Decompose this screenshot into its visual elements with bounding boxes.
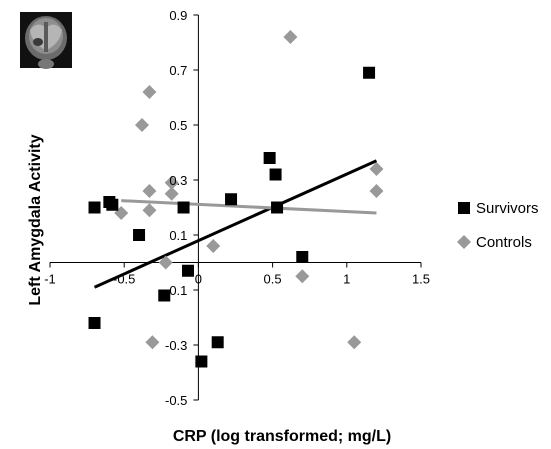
y-axis-title: Left Amygdala Activity [27, 134, 44, 305]
survivors-point [106, 198, 119, 211]
controls-point [158, 255, 173, 270]
controls-point [283, 30, 298, 44]
survivors-point [88, 317, 101, 329]
trend-lines [93, 159, 378, 289]
controls-point [369, 162, 384, 176]
survivors-point [177, 201, 190, 214]
controls-point [142, 203, 157, 218]
y-tick-label: 0.9 [169, 8, 187, 23]
y-tick-label: 0.3 [169, 173, 187, 188]
controls-point [347, 335, 362, 350]
survivors-point [263, 152, 276, 164]
survivors-point [296, 251, 309, 263]
survivors-point [225, 193, 238, 206]
controls-point [142, 85, 157, 99]
x-tick-label: 0 [195, 272, 202, 287]
y-tick-label: 0.5 [169, 118, 187, 133]
x-axis-title: CRP (log transformed; mg/L) [173, 428, 391, 445]
tick-labels: -1 -0.5 0 0.5 1 1.5 0.9 0.7 0.5 0.3 0.1 -0.1 -0.3 -0.… [44, 8, 430, 408]
x-tick-label: 1.5 [412, 272, 430, 287]
legend: Survivors Controls [457, 200, 539, 251]
x-tick-label: 0.5 [264, 272, 282, 287]
y-tick-label: -0.5 [165, 393, 187, 408]
y-tick-label: 0.1 [169, 228, 187, 243]
survivors-legend-marker [458, 202, 470, 214]
x-tick-label: -1 [44, 272, 56, 287]
survivors-point [363, 66, 376, 79]
x-tick-label: 1 [343, 272, 350, 287]
controls-legend-marker [457, 235, 471, 249]
survivors-point [158, 289, 171, 302]
survivors-point [133, 229, 146, 241]
controls-point [295, 269, 310, 284]
controls-point [135, 118, 150, 132]
survivors-point [271, 201, 284, 214]
controls-point [164, 186, 179, 201]
controls-point [164, 175, 179, 190]
controls-trend-line [121, 199, 377, 215]
controls-point [206, 239, 221, 253]
y-tick-label: 0.7 [169, 63, 187, 78]
brain-mri-icon [20, 12, 72, 69]
y-tick-label: -0.1 [165, 283, 187, 298]
survivors-legend-label: Survivors [476, 200, 539, 217]
survivors-point [195, 355, 208, 368]
controls-point [369, 184, 384, 198]
controls-legend-label: Controls [476, 234, 532, 251]
axes [49, 14, 422, 401]
controls-point [145, 335, 160, 350]
survivors-point [182, 264, 195, 277]
controls-point [142, 184, 157, 198]
x-tick-label: -0.5 [113, 272, 135, 287]
y-tick-label: -0.3 [165, 338, 187, 353]
survivors-trend-line [93, 159, 378, 289]
data-points [88, 30, 384, 368]
survivors-point [269, 168, 282, 181]
survivors-point [211, 336, 224, 349]
survivors-point [88, 201, 101, 214]
